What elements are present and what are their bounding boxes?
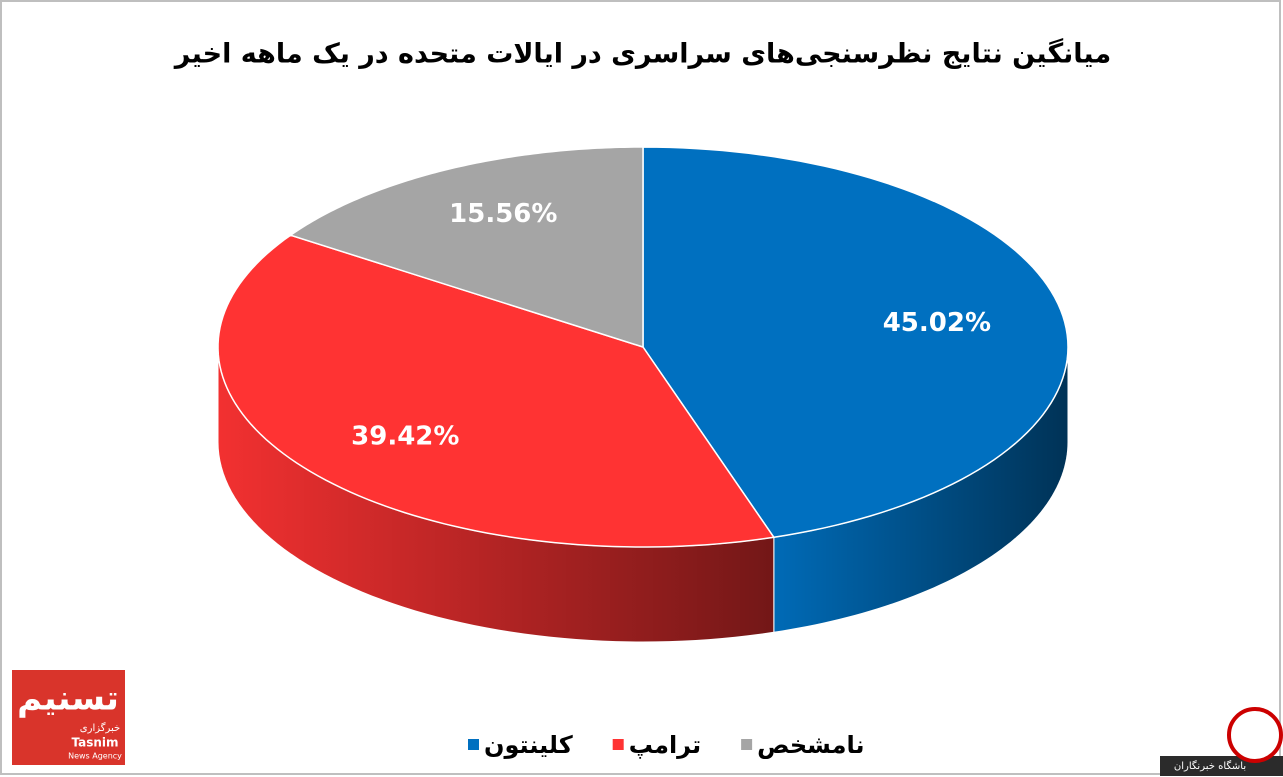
- logo-name: Tasnim: [71, 736, 118, 750]
- yjc-badge: [1227, 707, 1283, 763]
- legend-label: ترامپ: [629, 731, 701, 759]
- chart-title: میانگین نتایج نظرسنجی‌های سراسری در ایال…: [173, 38, 1111, 70]
- value-label: 15.56%: [449, 199, 557, 229]
- pie: 45.02% 39.42% 15.56%: [217, 146, 1069, 643]
- logo-subtitle: News Agency: [68, 752, 122, 761]
- logo-mark: تسنیم: [17, 679, 119, 719]
- legend-label: کلینتون: [484, 731, 573, 759]
- yjc-logo: باشگاه خبرنگاران: [1160, 707, 1283, 776]
- legend: کلینتون ترامپ نامشخص: [468, 731, 864, 759]
- slice: [288, 146, 644, 349]
- value-label: 39.42%: [351, 422, 459, 452]
- legend-label: نامشخص: [757, 731, 864, 759]
- slice: [217, 234, 776, 548]
- value-label: 45.02%: [883, 308, 991, 338]
- slice: [642, 146, 1069, 539]
- legend-swatch: [468, 739, 479, 750]
- legend-swatch: [612, 739, 624, 750]
- legend-swatch: [741, 739, 753, 750]
- logo-label: خبرگزاری: [80, 722, 120, 734]
- yjc-label: باشگاه خبرنگاران: [1174, 760, 1246, 772]
- tasnim-logo: تسنیم خبرگزاری Tasnim News Agency: [12, 670, 125, 765]
- logo-box: [12, 670, 125, 765]
